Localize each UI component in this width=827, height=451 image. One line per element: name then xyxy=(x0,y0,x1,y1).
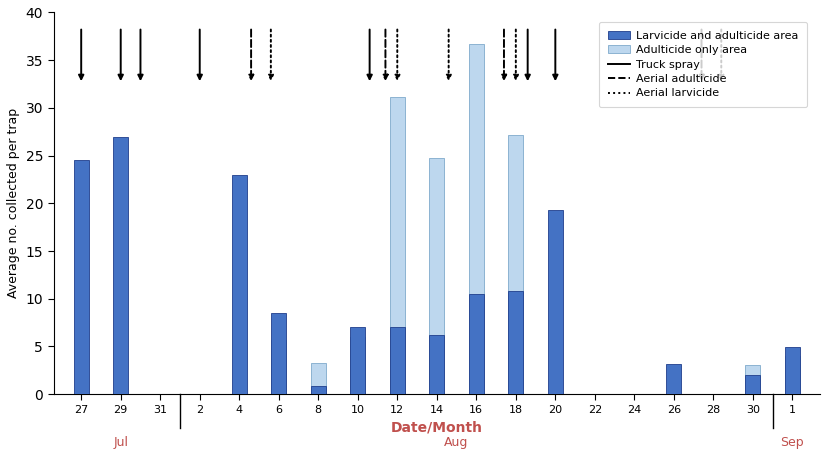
Bar xyxy=(785,356,800,394)
Legend: Larvicide and adulticide area, Adulticide only area, Truck spray, Aerial adultic: Larvicide and adulticide area, Adulticid… xyxy=(599,22,807,107)
Bar xyxy=(429,335,444,394)
Bar xyxy=(469,44,484,394)
Bar xyxy=(271,340,286,394)
Bar xyxy=(469,294,484,394)
Bar xyxy=(74,161,88,394)
Y-axis label: Average no. collected per trap: Average no. collected per trap xyxy=(7,108,20,299)
Bar xyxy=(351,337,366,394)
Bar xyxy=(745,364,760,394)
Bar xyxy=(390,327,404,394)
Bar xyxy=(390,97,404,394)
Text: Sep: Sep xyxy=(781,436,804,449)
Bar xyxy=(509,291,523,394)
Bar xyxy=(785,347,800,394)
Bar xyxy=(113,137,128,394)
Bar xyxy=(311,363,326,394)
Text: Aug: Aug xyxy=(444,436,469,449)
Bar xyxy=(547,210,563,394)
Bar xyxy=(667,364,681,394)
Bar xyxy=(271,313,286,394)
Bar xyxy=(311,386,326,394)
X-axis label: Date/Month: Date/Month xyxy=(391,420,483,434)
Text: Jul: Jul xyxy=(113,436,128,449)
Bar xyxy=(429,158,444,394)
Bar xyxy=(232,175,246,394)
Bar xyxy=(509,134,523,394)
Bar xyxy=(745,375,760,394)
Bar xyxy=(351,327,366,394)
